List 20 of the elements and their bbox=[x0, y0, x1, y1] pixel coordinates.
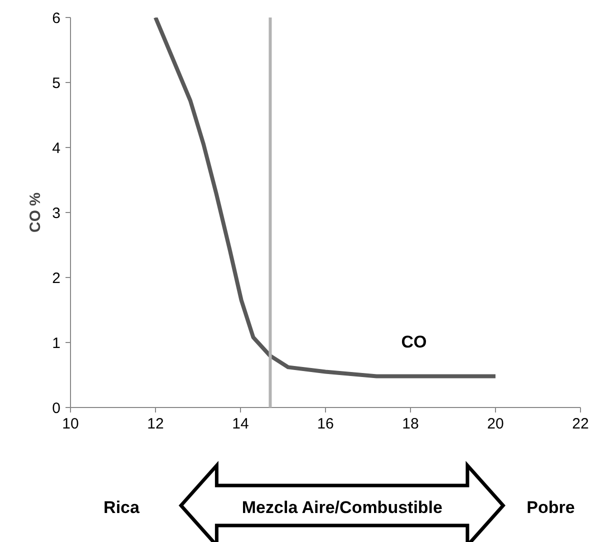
x-tick-label: 10 bbox=[62, 416, 79, 432]
y-tick-label: 1 bbox=[52, 335, 60, 352]
y-tick-label: 2 bbox=[52, 270, 60, 287]
y-tick-label: 3 bbox=[52, 205, 60, 222]
line-series bbox=[154, 18, 498, 378]
y-axis-title: CO % bbox=[27, 192, 44, 232]
x-tick-label: 20 bbox=[487, 416, 504, 432]
text: Rica bbox=[104, 498, 140, 517]
x-tick-label: 22 bbox=[572, 416, 589, 432]
y-tick-label: 0 bbox=[52, 400, 60, 417]
text: Pobre bbox=[526, 498, 575, 517]
y-tick-label: 6 bbox=[52, 10, 60, 27]
text: Mezcla Aire/Combustible bbox=[242, 498, 442, 517]
x-tick-label: 18 bbox=[402, 416, 419, 432]
x-tick-label: 16 bbox=[317, 416, 334, 432]
x-tick-label: 12 bbox=[147, 416, 164, 432]
series-label: CO bbox=[401, 332, 427, 352]
y-tick-label: 5 bbox=[52, 75, 60, 92]
y-tick-label: 4 bbox=[52, 140, 60, 157]
x-tick-label: 14 bbox=[232, 416, 249, 432]
